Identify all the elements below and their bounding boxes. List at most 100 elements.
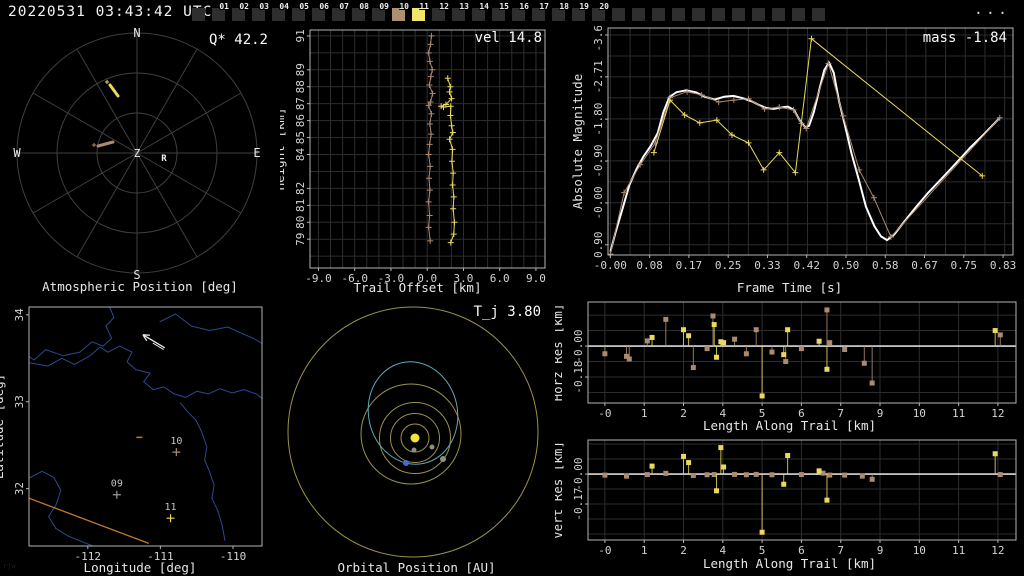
station-box-14[interactable]: 14 [472,8,485,21]
light-curve-panel: -0.000.080.170.250.330.420.500.580.670.7… [555,26,1024,296]
station-box-10[interactable]: 10 [392,8,405,21]
station-box-label: 05 [299,2,309,11]
station-box-18[interactable]: 18 [552,8,565,21]
station-box[interactable] [772,8,785,21]
station-indicator-row: 01 02 03 04 05 06 07 08 09 10 11 12 13 14 15 16 17 18 19 20 [192,8,832,27]
orbit-plot [278,296,555,576]
topbar: 20220531 03:43:42 UTC 010203040506070809… [0,0,1024,26]
station-box[interactable] [792,8,805,21]
svg-text:80: 80 [294,216,307,229]
station-box-12[interactable]: 12 [432,8,445,21]
svg-text:82: 82 [294,182,307,195]
ground-map-panel: -112-111-110343332Latitude [deg]100911 L… [0,296,280,576]
station-box-02[interactable]: 02 [232,8,245,21]
orbit-panel: T_j 3.80 Orbital Position [AU] [278,296,555,576]
vert-trail-length-caption: Length Along Trail [km] [555,556,1024,571]
orbital-position-caption: Orbital Position [AU] [278,560,555,575]
svg-text:0.58: 0.58 [872,259,899,272]
svg-text:Z: Z [134,147,141,160]
station-box[interactable] [812,8,825,21]
horizontal-residuals-plot: -01245679101112-0.00-0.18Horz Res [km] [555,296,1024,436]
station-box[interactable] [752,8,765,21]
station-box[interactable] [632,8,645,21]
svg-text:0.42: 0.42 [793,259,820,272]
svg-text:Horz Res [km]: Horz Res [km] [555,304,565,402]
station-box-label: 01 [219,2,229,11]
svg-text:W: W [13,146,21,160]
station-box-16[interactable]: 16 [512,8,525,21]
station-box-label: 16 [519,2,529,11]
svg-text:-0.00: -0.00 [592,186,605,219]
station-box-label: 13 [459,2,469,11]
station-box[interactable] [672,8,685,21]
station-box-label: 17 [539,2,549,11]
svg-text:-0.00: -0.00 [572,457,585,490]
station-box-label: 06 [319,2,329,11]
station-box-19[interactable]: 19 [572,8,585,21]
svg-text:0.33: 0.33 [754,259,781,272]
svg-text:0.90: 0.90 [592,232,605,259]
svg-text:33: 33 [13,395,26,408]
station-box[interactable] [612,8,625,21]
svg-text:-0.00: -0.00 [572,329,585,362]
svg-text:09: 09 [111,479,123,490]
svg-text:0.08: 0.08 [636,259,663,272]
station-box[interactable] [692,8,705,21]
station-box-label: 19 [579,2,589,11]
station-box-07[interactable]: 07 [332,8,345,21]
atmospheric-caption: Atmospheric Position [deg] [0,279,280,294]
svg-text:0.83: 0.83 [990,259,1017,272]
svg-text:-0.17: -0.17 [572,487,585,520]
svg-text:-1.80: -1.80 [592,103,605,136]
svg-text:34: 34 [13,308,26,322]
station-box-20[interactable]: 20 [592,8,605,21]
svg-text:86: 86 [294,114,307,127]
station-box-label: 02 [239,2,249,11]
svg-text:Vert Res [km]: Vert Res [km] [555,441,565,539]
station-box-05[interactable]: 05 [292,8,305,21]
horz-trail-length-caption: Length Along Trail [km] [555,418,1024,433]
svg-text:89: 89 [294,63,307,76]
station-box-08[interactable]: 08 [352,8,365,21]
ground-map-plot: -112-111-110343332Latitude [deg]100911 [0,296,280,576]
station-box-06[interactable]: 06 [312,8,325,21]
station-box[interactable] [732,8,745,21]
watermark: rjw [3,562,16,570]
station-box-label: 09 [379,2,389,11]
q-value-label: Q* 42.2 [0,32,268,48]
height-profile-panel: -9.0-6.0-3.00.03.06.09.07980818284858687… [280,26,555,296]
station-box[interactable] [192,8,205,21]
svg-text:Height [km]: Height [km] [280,108,287,191]
station-box-17[interactable]: 17 [532,8,545,21]
frame-time-caption: Frame Time [s] [555,280,1024,295]
svg-text:0.50: 0.50 [833,259,860,272]
station-box-label: 04 [279,2,289,11]
horizontal-residuals-panel: -01245679101112-0.00-0.18Horz Res [km] L… [555,296,1024,436]
station-box-03[interactable]: 03 [252,8,265,21]
atmospheric-position-panel: NSWEZR Q* 42.2 Atmospheric Position [deg… [0,26,280,296]
svg-text:-0.90: -0.90 [592,144,605,177]
station-box-01[interactable]: 01 [212,8,225,21]
svg-text:0.75: 0.75 [951,259,978,272]
tisserand-label: T_j 3.80 [278,304,541,320]
svg-text:32: 32 [13,482,26,495]
station-box[interactable] [712,8,725,21]
velocity-label: vel 14.8 [280,30,542,46]
station-box-09[interactable]: 09 [372,8,385,21]
station-box-label: 18 [559,2,569,11]
station-box[interactable] [652,8,665,21]
trail-offset-caption: Trail Offset [km] [280,280,555,295]
svg-text:-0.18: -0.18 [572,360,585,393]
overflow-menu[interactable]: ... [974,0,1010,18]
height-profile-plot: -9.0-6.0-3.00.03.06.09.07980818284858687… [280,26,555,296]
station-box-label: 14 [479,2,489,11]
station-box-04[interactable]: 04 [272,8,285,21]
svg-text:87: 87 [294,97,307,110]
svg-text:0.17: 0.17 [676,259,703,272]
station-box-11[interactable]: 11 [412,8,425,21]
station-box-15[interactable]: 15 [492,8,505,21]
svg-text:R: R [161,154,167,164]
station-box-label: 20 [599,2,609,11]
mass-label: mass -1.84 [555,30,1007,46]
station-box-13[interactable]: 13 [452,8,465,21]
